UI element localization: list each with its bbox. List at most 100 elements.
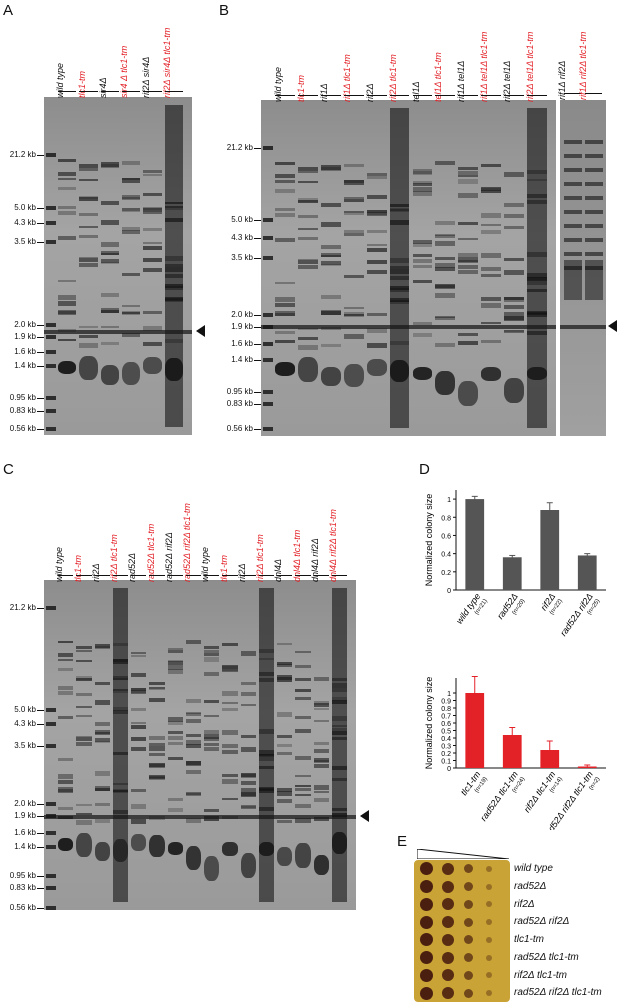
size-marker-tick: [37, 710, 44, 711]
gel-band: [58, 773, 74, 779]
gel-band: [481, 297, 502, 301]
gel-band: [275, 313, 295, 317]
y-tick-label: 1: [447, 497, 451, 504]
gel-band: [366, 212, 387, 217]
gel-band: [295, 715, 311, 720]
gel-band: [320, 366, 341, 387]
gel-band: [204, 809, 220, 813]
interstitial-band: [44, 815, 356, 819]
gel-band: [149, 735, 165, 740]
gel-band: [366, 343, 387, 349]
gel-lane: [58, 580, 74, 910]
gel-band: [366, 209, 387, 213]
lane-label: wild type: [54, 546, 65, 582]
lane-label-underline: [222, 575, 238, 576]
panel-label-d: D: [419, 461, 430, 478]
marker-band: [46, 722, 56, 726]
gel-band: [131, 834, 147, 852]
gel-band: [167, 661, 183, 665]
y-tick-label: 0.6: [441, 533, 451, 540]
marker-band: [46, 335, 56, 339]
size-marker-label: 4.3 kb: [231, 233, 253, 242]
marker-band: [46, 153, 56, 157]
marker-band: [46, 744, 56, 748]
gel-band: [185, 739, 201, 745]
size-marker-label: 4.3 kb: [14, 218, 36, 227]
gel-band: [76, 714, 92, 718]
gel-band: [185, 846, 201, 870]
gel-band: [275, 207, 295, 212]
gel-band: [458, 269, 479, 274]
size-marker-tick: [254, 258, 261, 259]
y-tick-label: 0.9: [441, 699, 451, 706]
gel-band: [149, 686, 165, 691]
size-marker-tick: [37, 429, 44, 430]
gel-band: [240, 805, 256, 810]
lane-label-underline: [131, 575, 147, 576]
gel-band: [585, 154, 603, 158]
gel-band: [222, 779, 238, 785]
gel-band: [185, 769, 201, 775]
gel-band: [76, 812, 92, 816]
y-tick-label: 0.2: [441, 570, 451, 577]
spot-row: [414, 949, 510, 966]
panel-label-b: B: [219, 2, 230, 19]
gel-band: [275, 340, 295, 343]
lane-label-underline: [94, 575, 110, 576]
gel-band: [481, 366, 502, 381]
gel-lane: [149, 580, 165, 910]
gel-band: [481, 190, 502, 194]
interstitial-band: [44, 330, 192, 334]
gel-band: [79, 257, 98, 262]
gel-band: [94, 700, 110, 706]
gel-band: [100, 325, 119, 329]
size-marker-tick: [254, 360, 261, 361]
gel-band: [240, 792, 256, 797]
gel-band: [76, 659, 92, 662]
lane-label: rif1Δ rif2Δ tlc1-tm: [578, 31, 588, 100]
gel-band: [222, 730, 238, 736]
gel-band: [313, 798, 329, 803]
colony-size-chart-2: 00.10.20.30.40.50.60.70.80.91 Normalized …: [424, 676, 606, 830]
gel-band: [295, 793, 311, 796]
gel-image-extra: [560, 100, 606, 436]
gel-band: [320, 252, 341, 258]
colony-spot: [486, 883, 492, 890]
gel-band: [143, 357, 162, 375]
gel-band: [167, 730, 183, 735]
gel-band: [240, 681, 256, 685]
gel-band: [79, 325, 98, 329]
gel-band: [295, 804, 311, 809]
lane-label-underline: [79, 91, 98, 92]
marker-band: [46, 323, 56, 327]
gel-band: [458, 174, 479, 178]
gel-band: [481, 230, 502, 234]
gel-band: [504, 269, 525, 275]
gel-band: [185, 711, 201, 715]
gel-band: [366, 230, 387, 233]
gel-band: [458, 256, 479, 262]
strain-label: tlc1-tm: [514, 934, 544, 945]
gel-band: [481, 223, 502, 227]
size-marker-label: 3.5 kb: [14, 741, 36, 750]
gel-band: [295, 664, 311, 668]
y-tick-label: 0: [447, 766, 451, 773]
gel-band: [58, 210, 77, 215]
gel-band: [313, 785, 329, 790]
lane-label: tlc1-tm: [72, 555, 83, 582]
gel-band: [131, 725, 147, 730]
size-marker-tick: [37, 155, 44, 156]
size-marker-label: 0.95 kb: [9, 871, 36, 880]
gel-band: [185, 792, 201, 797]
gel-band: [58, 640, 74, 644]
gel-band: [277, 661, 293, 665]
size-marker-label: 2.0 kb: [231, 310, 253, 319]
gel-lane: [435, 100, 456, 436]
spot-row: [414, 878, 510, 895]
gel-band: [131, 654, 147, 658]
gel-band: [131, 746, 147, 752]
gel-lane: [258, 580, 274, 910]
size-marker-tick: [254, 404, 261, 405]
gel-band: [122, 304, 141, 308]
size-marker-tick: [37, 398, 44, 399]
